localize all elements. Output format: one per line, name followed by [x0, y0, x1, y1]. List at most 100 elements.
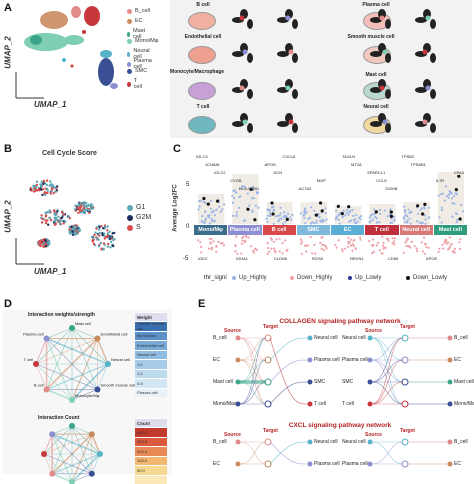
volcano-point [393, 219, 395, 221]
volcano-point [239, 195, 241, 197]
umap-point [46, 219, 48, 221]
volcano-point [359, 239, 361, 241]
umap-point [46, 179, 48, 181]
volcano-point [373, 251, 375, 253]
volcano-point [322, 244, 324, 246]
volcano-point [267, 209, 269, 211]
target-node-label: Plasma cell [314, 461, 340, 467]
umap-point [102, 248, 104, 250]
flow-edge [240, 338, 266, 404]
mini-umap-highlight [286, 16, 291, 21]
gene-label: RGS5 [312, 256, 324, 261]
volcano-point [253, 197, 255, 199]
volcano-point [326, 218, 328, 220]
umap-point [42, 188, 44, 190]
source-node-label: Neural cell [342, 335, 366, 341]
volcano-point [199, 241, 201, 243]
volcano-point [391, 222, 393, 224]
volcano-point [212, 210, 214, 212]
volcano-point [272, 206, 274, 208]
umap-point [61, 211, 63, 213]
volcano-point [353, 240, 355, 242]
volcano-point [393, 240, 395, 242]
legend-swatch [127, 19, 132, 24]
volcano-point [280, 217, 282, 219]
volcano-point-lowly [202, 197, 205, 200]
network-node-label: B cell [34, 382, 44, 387]
umap-point [77, 229, 79, 231]
umap-point [60, 217, 62, 219]
flow-edge [372, 338, 403, 404]
umap-point [80, 202, 82, 204]
volcano-point [241, 237, 243, 239]
source-header: Source [365, 328, 382, 334]
scale-row: 200.0 [135, 446, 167, 456]
target-node-label: SMC [314, 379, 325, 385]
gene-label: SPARCL1 [367, 170, 386, 175]
panel-a-mini-umaps [230, 4, 470, 136]
panel-d-network-count [10, 420, 130, 474]
panel-b-umap [14, 168, 134, 268]
cell-icon [188, 46, 216, 64]
volcano-point-lowly [390, 210, 393, 213]
umap-point [57, 216, 59, 218]
volcano-point [315, 220, 317, 222]
volcano-point [303, 217, 305, 219]
mini-umap [370, 79, 391, 99]
volcano-point [203, 201, 205, 203]
mini-umap [232, 79, 253, 99]
volcano-point [451, 197, 453, 199]
volcano-point [286, 249, 288, 251]
source-node [236, 462, 241, 467]
umap-point [98, 245, 100, 247]
volcano-point [232, 215, 234, 217]
celltype-segment: Neural cell [400, 225, 433, 235]
legend-swatch [127, 225, 133, 231]
mini-umap-blob [247, 53, 253, 63]
volcano-point [447, 241, 449, 243]
gene-label: TAGLN [342, 154, 355, 159]
scale-row [135, 475, 167, 484]
volcano-point [404, 214, 406, 216]
volcano-point [458, 241, 460, 243]
volcano-point [336, 247, 338, 249]
mini-umap [370, 113, 391, 133]
volcano-point [338, 239, 340, 241]
umap-point [98, 226, 100, 228]
volcano-point-lowly [375, 210, 378, 213]
umap-point [45, 215, 47, 217]
legend-item: Down_Highly [290, 275, 332, 281]
volcano-point [212, 240, 214, 242]
volcano-point [414, 245, 416, 247]
mini-umap-blob [415, 17, 427, 23]
volcano-point [386, 238, 388, 240]
volcano-point [211, 248, 213, 250]
volcano-point [451, 216, 453, 218]
legend-label: G1 [136, 204, 145, 211]
flow-edge [372, 360, 403, 382]
legend-label: G2M [136, 214, 151, 221]
volcano-point-lowly [253, 218, 256, 221]
volcano-point [404, 241, 406, 243]
volcano-point [407, 209, 409, 211]
source-node-label: T cell [342, 401, 354, 407]
umap-point [109, 238, 111, 240]
volcano-point [335, 210, 337, 212]
source-node [368, 462, 373, 467]
volcano-point [455, 192, 457, 194]
umap-point [55, 191, 57, 193]
volcano-point [267, 253, 269, 255]
volcano-point [273, 241, 275, 243]
umap-point [77, 212, 79, 214]
volcano-point [244, 241, 246, 243]
legend-item: S [127, 224, 141, 231]
volcano-point [275, 215, 277, 217]
mini-umap-blob [430, 89, 436, 99]
network-node [97, 451, 103, 457]
volcano-point [281, 242, 283, 244]
volcano-point [387, 215, 389, 217]
umap-point [51, 188, 53, 190]
volcano-point [210, 200, 212, 202]
